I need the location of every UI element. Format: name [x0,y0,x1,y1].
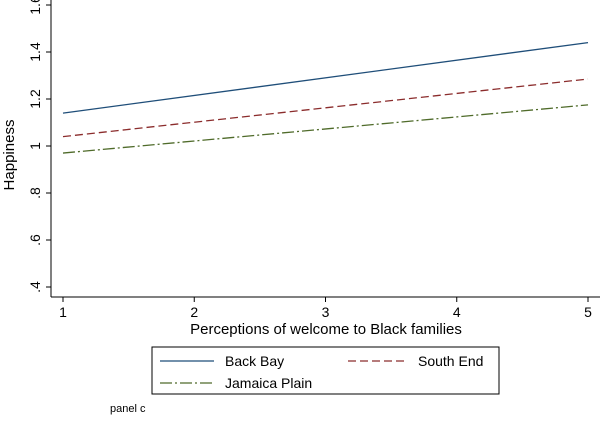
series-line [62,78,589,138]
x-tick-label: 3 [322,304,330,320]
series-lines [62,41,589,154]
axes: 1 2 3 4 5 .4 .6 .8 1 1.2 1.4 1.6 [27,0,600,320]
plot-area [51,0,600,297]
x-tick-label: 5 [584,304,592,320]
x-tick-label: 4 [453,304,461,320]
series-line [62,41,589,114]
legend-box [151,346,500,395]
y-tick-label: 1 [27,142,43,150]
plot-background [51,0,600,297]
y-axis-label: Happiness [1,120,18,191]
y-tick-label: .4 [27,281,43,293]
y-tick-label: 1.4 [27,42,43,62]
legend-label: Jamaica Plain [225,375,312,391]
legend-label: Back Bay [225,353,284,369]
panel-note: panel c [110,403,146,415]
y-tick-label: 1.2 [27,89,43,109]
y-tick-label: 1.6 [27,0,43,15]
legend-label: South End [418,353,483,369]
axis-labels: Perceptions of welcome to Black families… [1,120,462,338]
x-tick-label: 1 [59,304,67,320]
y-tick-label: .8 [27,187,43,199]
series-line [62,104,589,154]
y-tick-label: .6 [27,234,43,246]
x-tick-label: 2 [190,304,198,320]
legend: Back Bay South End Jamaica Plain [151,346,500,395]
x-axis-label: Perceptions of welcome to Black families [190,321,462,338]
